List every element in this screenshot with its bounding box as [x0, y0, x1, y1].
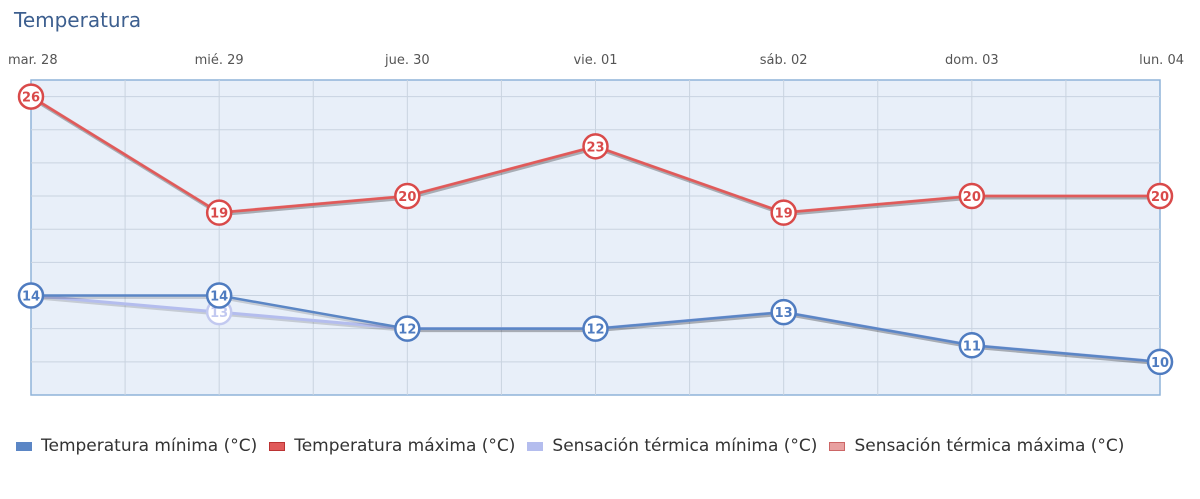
data-label: 13 — [210, 306, 228, 321]
data-label: 10 — [1151, 356, 1169, 371]
data-point — [582, 133, 609, 160]
data-point — [17, 83, 45, 110]
data-label: 12 — [586, 323, 604, 338]
data-point — [205, 282, 233, 309]
data-label: 20 — [398, 190, 416, 205]
chart-title: Temperatura — [14, 8, 142, 32]
x-tick-label: jue. 30 — [384, 53, 430, 68]
data-label: 26 — [22, 91, 40, 106]
legend-item-temperatura-maxima[interactable]: Temperatura máxima (°C) — [269, 436, 515, 456]
data-label: 19 — [775, 207, 793, 222]
legend-swatch — [16, 441, 32, 451]
legend-label: Temperatura máxima (°C) — [294, 436, 516, 456]
data-label: 20 — [1151, 190, 1169, 205]
legend-label: Sensación térmica máxima (°C) — [854, 436, 1125, 456]
legend-item-sensacion-minima[interactable]: Sensación térmica mínima (°C) — [527, 436, 817, 456]
data-point — [1146, 182, 1174, 210]
data-point — [770, 298, 797, 326]
data-point — [958, 182, 986, 210]
x-tick-label: vie. 01 — [573, 53, 617, 68]
legend-item-sensacion-maxima[interactable]: Sensación térmica máxima (°C) — [829, 436, 1124, 456]
data-point — [1146, 348, 1174, 376]
data-point — [770, 199, 797, 226]
x-tick-label: lun. 04 — [1139, 53, 1184, 68]
data-label: 19 — [210, 207, 228, 222]
data-label: 20 — [963, 190, 981, 205]
temperature-line-chart: mar. 28 mié. 29 jue. 30 vie. 01 sáb. 02 dom. … — [8, 53, 1184, 396]
data-point — [582, 315, 609, 342]
legend-label: Temperatura mínima (°C) — [41, 436, 258, 456]
data-label: 14 — [210, 290, 228, 305]
legend-label: Sensación térmica mínima (°C) — [552, 436, 818, 456]
data-label: 14 — [22, 290, 40, 305]
data-point — [205, 199, 233, 226]
data-label: 13 — [775, 306, 793, 321]
data-label: 12 — [398, 323, 416, 338]
data-point — [958, 332, 986, 359]
x-tick-label: sáb. 02 — [760, 53, 808, 68]
legend-swatch — [269, 441, 286, 451]
data-label: 23 — [586, 140, 604, 155]
data-label: 11 — [963, 339, 981, 354]
data-point — [17, 282, 45, 309]
legend-item-temperatura-minima[interactable]: Temperatura mínima (°C) — [16, 436, 257, 456]
x-tick-label: dom. 03 — [945, 53, 999, 68]
x-tick-label: mar. 28 — [8, 53, 58, 68]
x-tick-label: mié. 29 — [195, 53, 244, 68]
data-point — [394, 315, 421, 342]
legend-swatch — [829, 441, 846, 451]
chart-legend: Temperatura mínima (°C) Temperatura máxi… — [16, 436, 1136, 456]
data-point — [394, 182, 421, 210]
legend-swatch — [527, 441, 544, 451]
